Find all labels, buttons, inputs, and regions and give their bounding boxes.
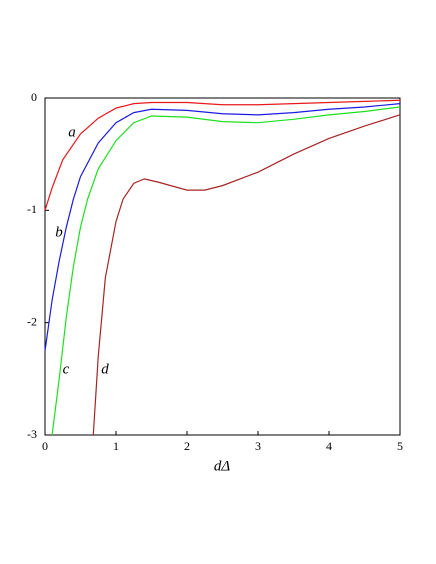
- series-line: [92, 114, 401, 436]
- series-label: b: [55, 224, 63, 240]
- x-tick-label: 1: [113, 439, 119, 453]
- y-tick-label: -2: [27, 314, 37, 328]
- plot-frame: [44, 97, 401, 436]
- series-label: c: [63, 361, 70, 377]
- x-axis-label: dΔ: [214, 458, 231, 474]
- series-line: [44, 103, 401, 351]
- series-label: d: [101, 361, 109, 377]
- series-label: a: [68, 124, 76, 140]
- x-tick-label: 5: [397, 439, 403, 453]
- y-tick-label: -1: [27, 202, 37, 216]
- y-tick-label: 0: [31, 90, 37, 104]
- x-tick-label: 3: [255, 439, 261, 453]
- series-line: [44, 99, 401, 211]
- x-tick-label: 4: [326, 439, 332, 453]
- y-tick-label: -3: [27, 427, 37, 441]
- series-line: [51, 106, 401, 436]
- x-tick-label: 0: [42, 439, 48, 453]
- x-tick-label: 2: [184, 439, 190, 453]
